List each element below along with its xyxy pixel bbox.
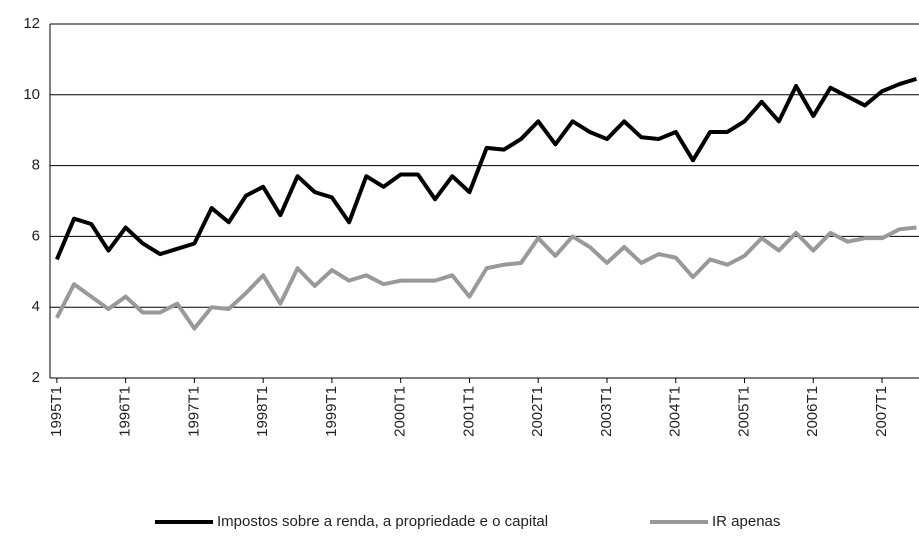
y-tick-label: 8	[32, 157, 40, 174]
x-tick-label: 1999T1	[323, 386, 340, 437]
x-tick-label: 2004T1	[667, 386, 684, 437]
x-tick-label: 2002T1	[529, 386, 546, 437]
x-tick-label: 2006T1	[804, 386, 821, 437]
x-tick-label: 2007T1	[873, 386, 890, 437]
y-tick-label: 10	[23, 86, 40, 103]
series-line	[55, 76, 918, 261]
x-tick-label: 1997T1	[185, 386, 202, 437]
legend-label: Impostos sobre a renda, a propriedade e …	[217, 513, 548, 530]
x-tick-label: 1996T1	[117, 386, 134, 437]
y-tick-label: 4	[32, 298, 40, 315]
x-tick-label: 1998T1	[254, 386, 271, 437]
legend-label: IR apenas	[712, 513, 780, 530]
y-tick-label: 12	[23, 15, 40, 32]
series-line	[55, 225, 917, 331]
x-tick-label: 2003T1	[598, 386, 615, 437]
x-tick-label: 2005T1	[735, 386, 752, 437]
x-tick-label: 2001T1	[460, 386, 477, 437]
y-tick-label: 2	[32, 369, 40, 386]
y-tick-label: 6	[32, 227, 40, 244]
x-tick-label: 2000T1	[392, 386, 409, 437]
x-tick-label: 1995T1	[48, 386, 65, 437]
